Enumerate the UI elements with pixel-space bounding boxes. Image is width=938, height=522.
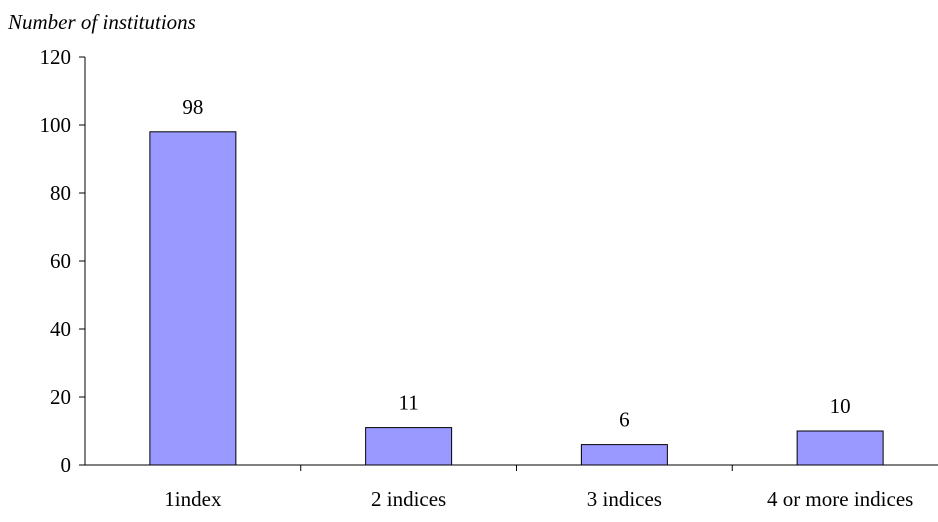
y-tick-label: 60 [50, 249, 71, 273]
y-tick-label: 80 [50, 181, 71, 205]
y-tick-label: 20 [50, 385, 71, 409]
y-axis-label: Number of institutions [8, 10, 196, 34]
x-category-label: 1index [164, 487, 222, 511]
bar [365, 427, 453, 466]
bar [149, 131, 237, 466]
y-tick-label: 0 [61, 453, 72, 477]
y-tick-label: 100 [40, 113, 72, 137]
data-label: 6 [619, 408, 630, 432]
x-category-label: 4 or more indices [767, 487, 913, 511]
y-tick-label: 40 [50, 317, 71, 341]
x-category-label: 2 indices [371, 487, 446, 511]
y-tick-label: 120 [40, 45, 72, 69]
data-label: 10 [830, 394, 851, 418]
data-label: 98 [182, 95, 203, 119]
bar [580, 444, 668, 466]
bar [796, 430, 884, 466]
data-label: 11 [399, 391, 419, 415]
x-category-label: 3 indices [587, 487, 662, 511]
